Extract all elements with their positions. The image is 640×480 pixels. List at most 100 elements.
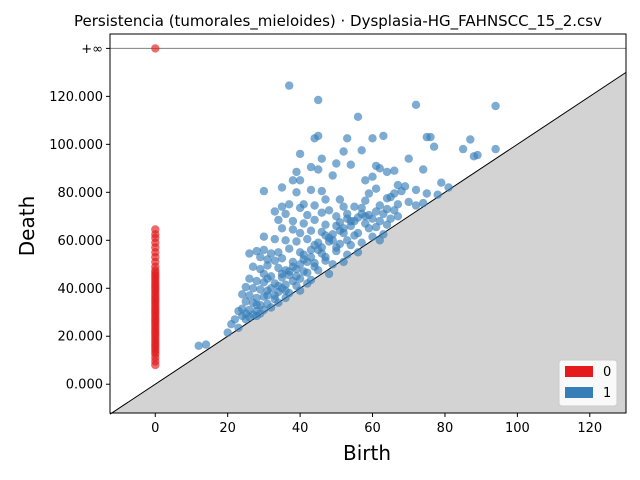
y-tick-label: 60.000 [58,234,104,249]
series-1-point [343,250,352,259]
series-1-point [295,260,305,269]
x-tick-label: 60 [364,421,381,436]
series-1-point [353,228,363,238]
x-tick-label: 0 [151,421,159,436]
series-1-point [263,261,272,270]
series-1-point [343,236,352,245]
series-1-point [256,252,265,262]
series-1-point [328,236,337,245]
series-1-point [310,215,319,225]
series-1-point [310,262,319,271]
legend: 0 1 [558,359,618,407]
points-layer [151,44,500,370]
series-1-point [411,201,421,210]
series-1-point [419,165,428,174]
series-1-point [285,267,294,276]
series-1-point [263,291,272,300]
series-1-point [248,284,258,293]
series-1-point [404,197,413,207]
series-1-point [306,252,316,262]
series-1-point [375,201,384,210]
series-1-point [299,267,308,276]
series-1-point [390,166,399,175]
series-1-point [314,165,323,174]
series-1-point [491,101,500,111]
infinity-tick-label: +∞ [81,42,103,57]
series-0-point [151,44,160,53]
series-1-point [357,203,366,213]
series-1-point [361,196,370,205]
series-1-point [295,286,305,295]
series-1-point [281,236,290,245]
series-1-point [361,176,370,185]
series-1-point [335,195,345,204]
series-1-point [339,257,348,267]
series-1-point [234,323,243,332]
series-1-point [375,236,384,245]
series-1-point [364,189,374,198]
series-1-point [194,341,203,350]
series-1-point [252,276,261,286]
series-1-point [252,300,261,310]
series-1-point [357,146,366,155]
plot-area [109,33,627,415]
series-1-point [346,160,355,169]
series-1-point [411,100,421,110]
series-1-point [458,144,468,154]
series-1-point [266,303,276,312]
series-1-point [270,234,279,244]
series-1-point [466,135,475,144]
series-1-point [295,176,305,185]
x-tick-label: 100 [505,421,530,436]
series-1-point [343,134,352,143]
series-1-point [382,204,392,214]
plot-frame [109,33,627,414]
series-1-point [353,112,363,122]
series-1-point [332,159,341,168]
series-1-point [201,340,211,349]
series-1-point [321,231,330,240]
y-tick-label: 40.000 [58,282,104,297]
series-1-point [277,269,287,279]
series-1-point [292,237,301,246]
series-1-point [223,328,232,337]
series-1-point [295,228,305,238]
series-1-point [353,248,363,257]
x-axis-label: Birth [343,441,391,465]
series-1-point [252,311,261,321]
series-1-point [422,189,431,198]
series-1-point [321,220,330,229]
series-1-point [274,215,283,225]
series-1-point [321,252,330,262]
series-1-point [281,293,290,303]
series-1-point [419,198,428,208]
series-1-point [473,150,482,160]
x-axis: 0 20 40 60 80 100 120 [151,413,602,436]
chart-title: Persistencia (tumorales_mieloides) · Dys… [74,12,602,31]
series-1-point [368,214,377,223]
series-1-point [245,249,254,258]
x-tick-label: 40 [292,421,309,436]
legend-swatch-0 [565,366,593,377]
series-1-point [292,272,301,281]
series-1-point [317,243,326,252]
series-1-point [241,297,250,306]
series-1-point [266,284,276,293]
series-1-point [310,201,319,210]
series-1-point [259,245,269,255]
series-1-point [281,286,290,295]
series-1-point [393,200,403,209]
series-1-point [288,176,298,185]
series-1-point [437,178,446,187]
series-1-point [397,186,406,196]
series-1-point [371,184,381,193]
series-1-point [375,216,384,226]
series-1-point [281,209,290,219]
x-tick-label: 120 [577,421,602,436]
series-1-point [306,162,316,172]
series-1-point [379,131,388,141]
diagonal-line [109,71,627,415]
series-1-point [274,298,283,307]
series-1-point [277,202,287,211]
legend-label-0: 0 [603,365,611,380]
